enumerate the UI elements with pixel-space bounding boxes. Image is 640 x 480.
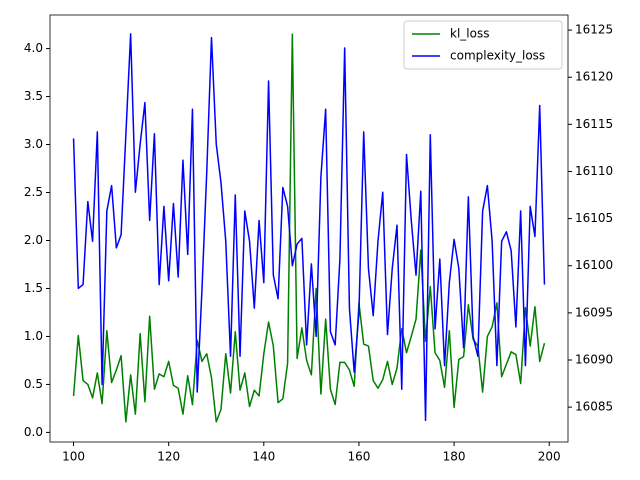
- x-tick-label: 180: [443, 450, 466, 464]
- y-tick-label: 2.5: [24, 185, 43, 199]
- y2-tick-label: 16090: [575, 352, 613, 366]
- legend-box: [403, 20, 563, 70]
- y-tick-label: 1.0: [24, 329, 43, 343]
- x-tick-label: 200: [538, 450, 561, 464]
- y-tick-label: 3.0: [24, 137, 43, 151]
- y2-tick-label: 16120: [575, 70, 613, 84]
- y-tick-label: 3.5: [24, 89, 43, 103]
- legend-label: complexity_loss: [450, 49, 545, 63]
- y-tick-label: 4.0: [24, 41, 43, 55]
- legend-label: kl_loss: [450, 27, 489, 41]
- x-tick-label: 120: [157, 450, 180, 464]
- plot-frame: [49, 14, 569, 443]
- series-line: [72, 33, 546, 422]
- y-tick-label: 1.5: [24, 281, 43, 295]
- y-tick-label: 2.0: [24, 233, 43, 247]
- y2-tick-label: 16085: [575, 400, 613, 414]
- y2-tick-label: 16100: [575, 258, 613, 272]
- y2-tick-label: 16105: [575, 211, 613, 225]
- y2-tick-label: 16095: [575, 305, 613, 319]
- y2-tick-label: 16115: [575, 117, 613, 131]
- y-tick-label: 0.0: [24, 425, 43, 439]
- y-tick-label: 0.5: [24, 377, 43, 391]
- y2-tick-label: 16125: [575, 23, 613, 37]
- x-tick-label: 160: [347, 450, 370, 464]
- x-tick-label: 100: [62, 450, 85, 464]
- x-tick-label: 140: [252, 450, 275, 464]
- y2-tick-label: 16110: [575, 164, 613, 178]
- series-line: [72, 33, 546, 423]
